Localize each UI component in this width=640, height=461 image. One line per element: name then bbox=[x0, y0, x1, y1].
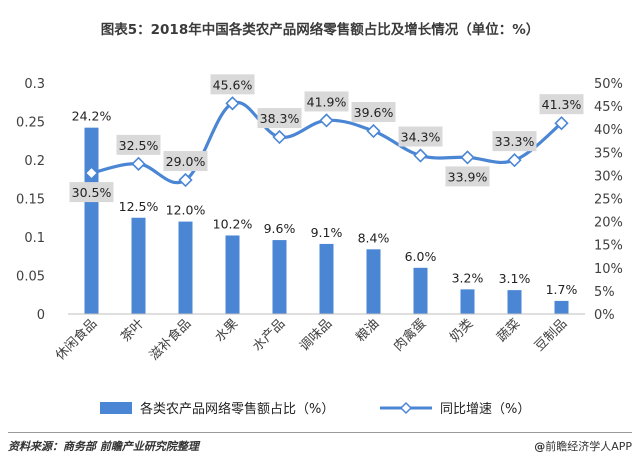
bar bbox=[272, 240, 287, 314]
line-data-label: 34.3% bbox=[401, 130, 441, 145]
y-right-tick-label: 50% bbox=[594, 77, 623, 92]
brand-at-symbol: @ bbox=[534, 440, 546, 453]
line-marker bbox=[366, 123, 381, 139]
line-label-box bbox=[398, 126, 443, 147]
bar-data-label: 8.4% bbox=[358, 230, 390, 245]
bar bbox=[554, 300, 569, 314]
bar-data-label: 24.2% bbox=[72, 109, 112, 124]
footer-divider bbox=[8, 432, 632, 433]
growth-line bbox=[91, 100, 563, 185]
x-tick-label: 肉禽蛋 bbox=[390, 316, 429, 355]
bar bbox=[460, 289, 475, 314]
legend-bar-swatch bbox=[100, 402, 132, 414]
line-label-box bbox=[210, 74, 255, 95]
line-marker bbox=[84, 165, 99, 181]
line-marker bbox=[272, 129, 287, 145]
line-marker bbox=[131, 156, 146, 171]
x-tick-label: 调味品 bbox=[297, 316, 335, 354]
x-tick-label: 休闲食品 bbox=[52, 316, 100, 364]
x-tick-label: 奶类 bbox=[447, 316, 476, 345]
line-marker bbox=[225, 96, 240, 111]
y-left-tick-label: 0.3 bbox=[24, 77, 45, 92]
y-right-tick-label: 30% bbox=[594, 169, 623, 184]
y-right-tick-label: 20% bbox=[594, 216, 623, 231]
line-data-label: 38.3% bbox=[260, 111, 300, 126]
line-data-label: 29.0% bbox=[166, 154, 206, 169]
x-tick-label: 滋补食品 bbox=[146, 316, 194, 364]
bar-data-label: 3.1% bbox=[499, 271, 531, 286]
legend-bar-label: 各类农产品网络零售额占比（%） bbox=[140, 401, 334, 417]
bar bbox=[319, 243, 334, 314]
line-marker bbox=[319, 113, 334, 128]
x-tick-label: 水果 bbox=[212, 316, 241, 345]
legend-line-marker bbox=[399, 401, 413, 415]
bar-data-label: 9.1% bbox=[311, 225, 343, 240]
bar-data-label: 9.6% bbox=[264, 221, 296, 236]
line-label-box bbox=[351, 102, 396, 123]
line-data-label: 41.9% bbox=[307, 94, 347, 109]
x-tick-label: 蔬菜 bbox=[494, 316, 523, 345]
legend-line-label: 同比增速（%） bbox=[440, 402, 530, 417]
y-left-tick-label: 0 bbox=[37, 308, 45, 323]
line-data-label: 45.6% bbox=[213, 77, 253, 92]
line-label-box bbox=[492, 131, 537, 152]
y-right-tick-label: 40% bbox=[594, 123, 623, 138]
line-label-box bbox=[257, 108, 302, 129]
bar-data-label: 12.5% bbox=[119, 199, 159, 214]
line-data-label: 32.5% bbox=[119, 138, 159, 153]
line-marker bbox=[178, 172, 193, 188]
bar-data-label: 3.2% bbox=[452, 270, 484, 285]
y-left-tick-label: 0.25 bbox=[16, 116, 45, 131]
y-left-tick-label: 0.15 bbox=[16, 193, 45, 208]
brand-name: 前瞻经济学人APP bbox=[545, 440, 632, 453]
bar bbox=[507, 290, 522, 314]
line-marker bbox=[413, 148, 428, 163]
bar bbox=[178, 221, 193, 314]
chart-title: 图表5：2018年中国各类农产品网络零售额占比及增长情况（单位：%） bbox=[100, 22, 540, 38]
y-right-tick-label: 35% bbox=[594, 146, 623, 161]
x-tick-label: 茶叶 bbox=[118, 316, 148, 346]
line-data-label: 41.3% bbox=[542, 97, 582, 112]
y-right-tick-label: 5% bbox=[594, 285, 615, 300]
bar-data-label: 1.7% bbox=[546, 282, 578, 297]
bar bbox=[366, 249, 381, 314]
line-marker bbox=[507, 153, 522, 168]
bar bbox=[84, 127, 99, 314]
line-data-label: 33.3% bbox=[495, 134, 535, 149]
y-left-tick-label: 0.05 bbox=[16, 270, 45, 285]
line-marker bbox=[554, 116, 569, 131]
chart-area: 0 0.05 0.1 0.15 0.2 0.25 0.3 0% 5% 10% 15% 20% 25% 30… bbox=[16, 74, 623, 417]
y-left-tick-label: 0.1 bbox=[24, 231, 45, 246]
line-data-label: 39.6% bbox=[354, 105, 394, 120]
bar bbox=[131, 217, 146, 314]
x-tick-label: 水产品 bbox=[250, 316, 288, 354]
bar bbox=[225, 235, 240, 314]
bar-data-label: 6.0% bbox=[405, 249, 437, 264]
line-data-label: 33.9% bbox=[448, 169, 488, 184]
x-tick-label: 粮油 bbox=[353, 316, 382, 345]
line-label-box bbox=[304, 91, 349, 112]
line-label-box bbox=[445, 166, 490, 187]
line-data-label: 30.5% bbox=[72, 185, 112, 200]
y-left-tick-label: 0.2 bbox=[24, 154, 45, 169]
x-tick-label: 豆制品 bbox=[532, 316, 570, 354]
y-right-tick-label: 25% bbox=[594, 193, 623, 208]
y-right-tick-label: 10% bbox=[594, 262, 623, 277]
bar-data-label: 10.2% bbox=[213, 216, 253, 231]
line-label-box bbox=[69, 182, 114, 203]
brand-credit: @前瞻经济学人APP bbox=[534, 438, 632, 454]
line-label-box bbox=[163, 151, 208, 172]
line-label-box bbox=[539, 94, 584, 115]
y-right-tick-label: 15% bbox=[594, 239, 623, 254]
y-right-tick-label: 0% bbox=[594, 308, 615, 323]
bar bbox=[413, 267, 428, 314]
line-marker bbox=[460, 150, 475, 165]
bar-data-label: 12.0% bbox=[166, 203, 206, 218]
source-note: 资料来源：商务部 前瞻产业研究院整理 bbox=[8, 440, 199, 453]
line-label-box bbox=[116, 134, 161, 155]
y-right-tick-label: 45% bbox=[594, 100, 623, 115]
